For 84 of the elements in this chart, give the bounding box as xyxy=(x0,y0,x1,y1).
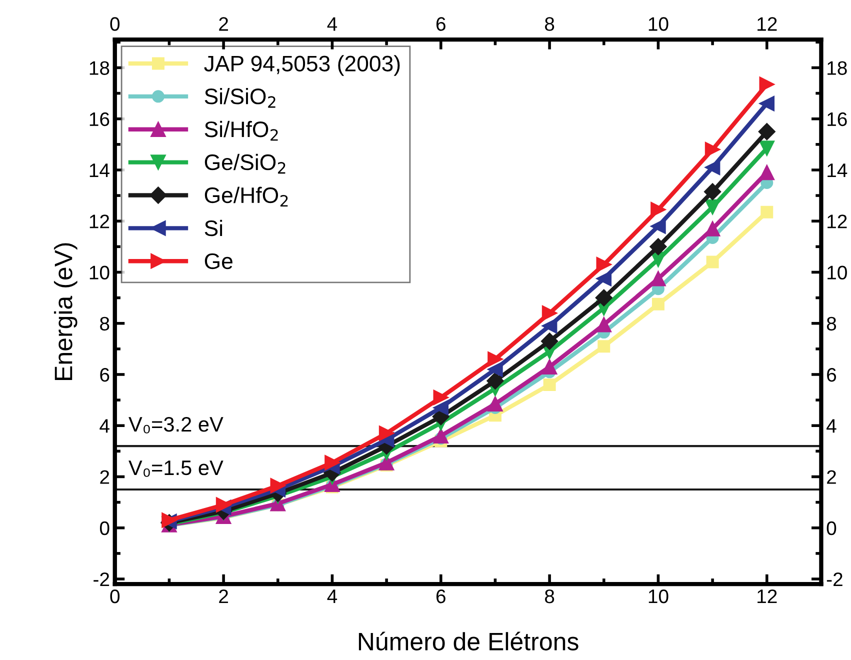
point xyxy=(650,238,667,256)
x-axis-title: Número de Elétrons xyxy=(358,632,578,650)
point xyxy=(433,400,449,416)
x-tick-label: 6 xyxy=(436,589,446,604)
y2-tick-label: 0 xyxy=(826,521,836,536)
y-axis-title: Energia (eV) xyxy=(54,243,78,380)
x2-tick-label: 12 xyxy=(758,17,777,31)
point xyxy=(598,340,610,353)
y2-tick-label: 14 xyxy=(828,164,848,178)
x2-tick-label: 4 xyxy=(327,17,338,31)
point xyxy=(596,316,612,332)
point xyxy=(433,428,449,444)
x-tick-label: 8 xyxy=(544,589,554,604)
x2-tick-label: 2 xyxy=(219,17,228,31)
x2-tick-label: 10 xyxy=(648,17,668,31)
y-tick-label: 0 xyxy=(100,521,110,536)
x-tick-label: 12 xyxy=(758,589,777,604)
point xyxy=(433,390,449,406)
point xyxy=(542,305,558,321)
point xyxy=(759,140,775,156)
point xyxy=(378,455,394,470)
point xyxy=(596,270,612,286)
y-tick-label: 6 xyxy=(100,368,110,382)
ref-line-label: V₀=1.5 eV xyxy=(128,460,224,477)
point xyxy=(542,359,558,374)
point xyxy=(704,160,720,176)
y2-tick-label: 16 xyxy=(828,112,847,126)
y2-tick-label: 4 xyxy=(826,419,836,433)
point xyxy=(378,426,394,441)
point xyxy=(706,256,719,268)
legend-label: Si/SiO$_{2}$ xyxy=(204,88,276,108)
y2-tick-label: 6 xyxy=(827,368,836,382)
point xyxy=(216,497,232,512)
x-tick-label: 10 xyxy=(648,589,668,604)
point xyxy=(488,362,503,378)
legend-label: Ge/SiO$_{2}$ xyxy=(204,154,286,174)
y2-tick-label: 2 xyxy=(827,470,836,484)
point xyxy=(650,202,666,218)
y-tick-label: 18 xyxy=(90,61,110,75)
point xyxy=(596,256,612,272)
y-tick-label: 8 xyxy=(100,316,110,331)
y2-tick-label: 18 xyxy=(828,61,847,75)
y-tick-label: -2 xyxy=(94,572,110,586)
y-tick-label: 10 xyxy=(90,266,110,280)
x2-tick-label: 6 xyxy=(436,17,446,31)
point xyxy=(760,206,774,218)
point xyxy=(270,478,286,494)
point xyxy=(542,318,558,334)
ref-line-label: V₀=3.2 eV xyxy=(128,416,224,434)
point xyxy=(704,183,722,200)
point xyxy=(704,142,720,158)
legend-label: Ge/HfO$_{2}$ xyxy=(204,186,288,207)
y-tick-label: 12 xyxy=(90,214,110,228)
legend-label: JAP 94,5053 (2003) xyxy=(204,55,400,76)
point xyxy=(595,289,612,306)
point xyxy=(650,270,666,286)
point xyxy=(650,218,666,234)
legend-label: Ge xyxy=(204,253,232,270)
x2-tick-label: 8 xyxy=(544,17,554,31)
y-tick-label: 4 xyxy=(100,419,110,433)
legend-label: Si xyxy=(204,220,222,236)
point xyxy=(758,123,776,140)
point xyxy=(759,96,775,112)
y-tick-label: 16 xyxy=(90,112,110,126)
point xyxy=(486,372,504,390)
y-tick-label: 14 xyxy=(90,164,110,178)
x-tick-label: 2 xyxy=(219,589,228,604)
y2-tick-label: -2 xyxy=(826,572,842,586)
y2-tick-label: 8 xyxy=(826,316,836,331)
point xyxy=(541,332,558,350)
y2-tick-label: 10 xyxy=(828,266,847,280)
point xyxy=(324,455,340,470)
point xyxy=(704,199,720,215)
point xyxy=(488,352,503,367)
y2-tick-label: 12 xyxy=(828,214,847,228)
legend-label: Si/HfO$_{2}$ xyxy=(204,120,278,141)
point xyxy=(759,76,775,92)
point xyxy=(759,164,775,180)
point xyxy=(652,298,664,310)
x2-tick-label: 0 xyxy=(110,17,120,31)
x-tick-label: 0 xyxy=(110,589,120,604)
x-tick-label: 4 xyxy=(327,590,338,604)
point xyxy=(543,378,556,391)
y-tick-label: 2 xyxy=(100,470,110,484)
